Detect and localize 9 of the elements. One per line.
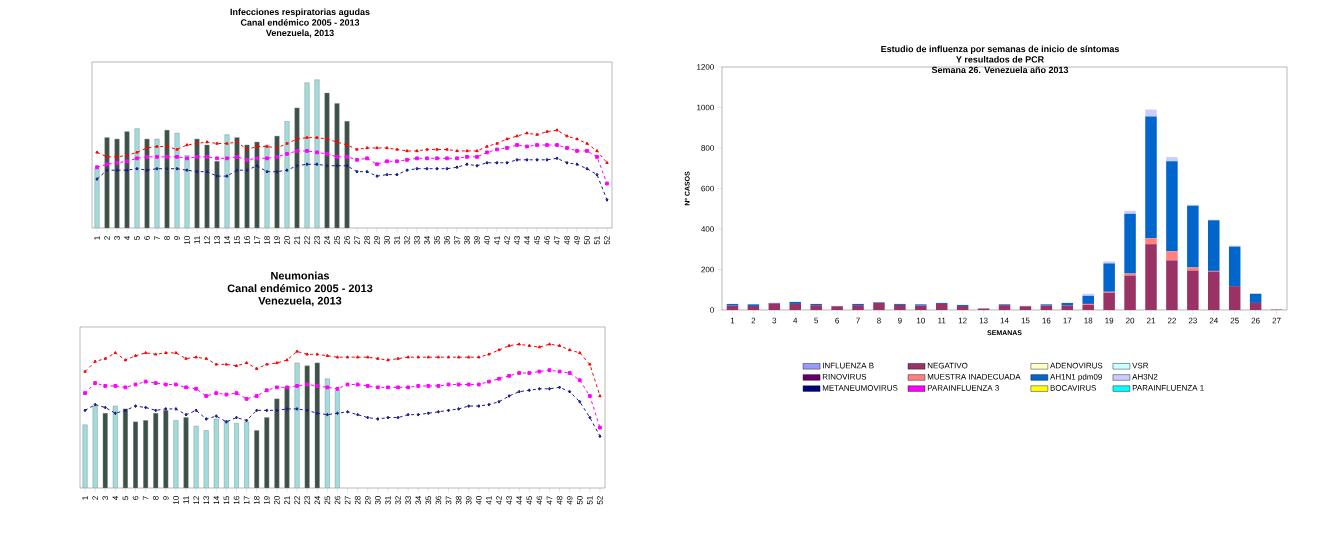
chart-subtitle: Canal endémico 2005 - 2013 — [240, 19, 360, 26]
text: Venezuela, 2013 — [258, 296, 342, 307]
annotation: Semana 26. Venezuela año 2013 — [931, 66, 1069, 74]
chart-subtitle: Canal endémico 2005 - 2013 — [227, 284, 373, 293]
chart-title: Infecciones respiratorias agudas — [230, 8, 370, 17]
chart-subtitle: Y resultados de PCR — [956, 56, 1044, 63]
text: Venezuela, 2013 — [265, 29, 334, 38]
chart-title: Neumonias — [271, 271, 330, 280]
chart-title: Estudio de influenza por semanas de inicio de síntomas — [881, 45, 1119, 54]
